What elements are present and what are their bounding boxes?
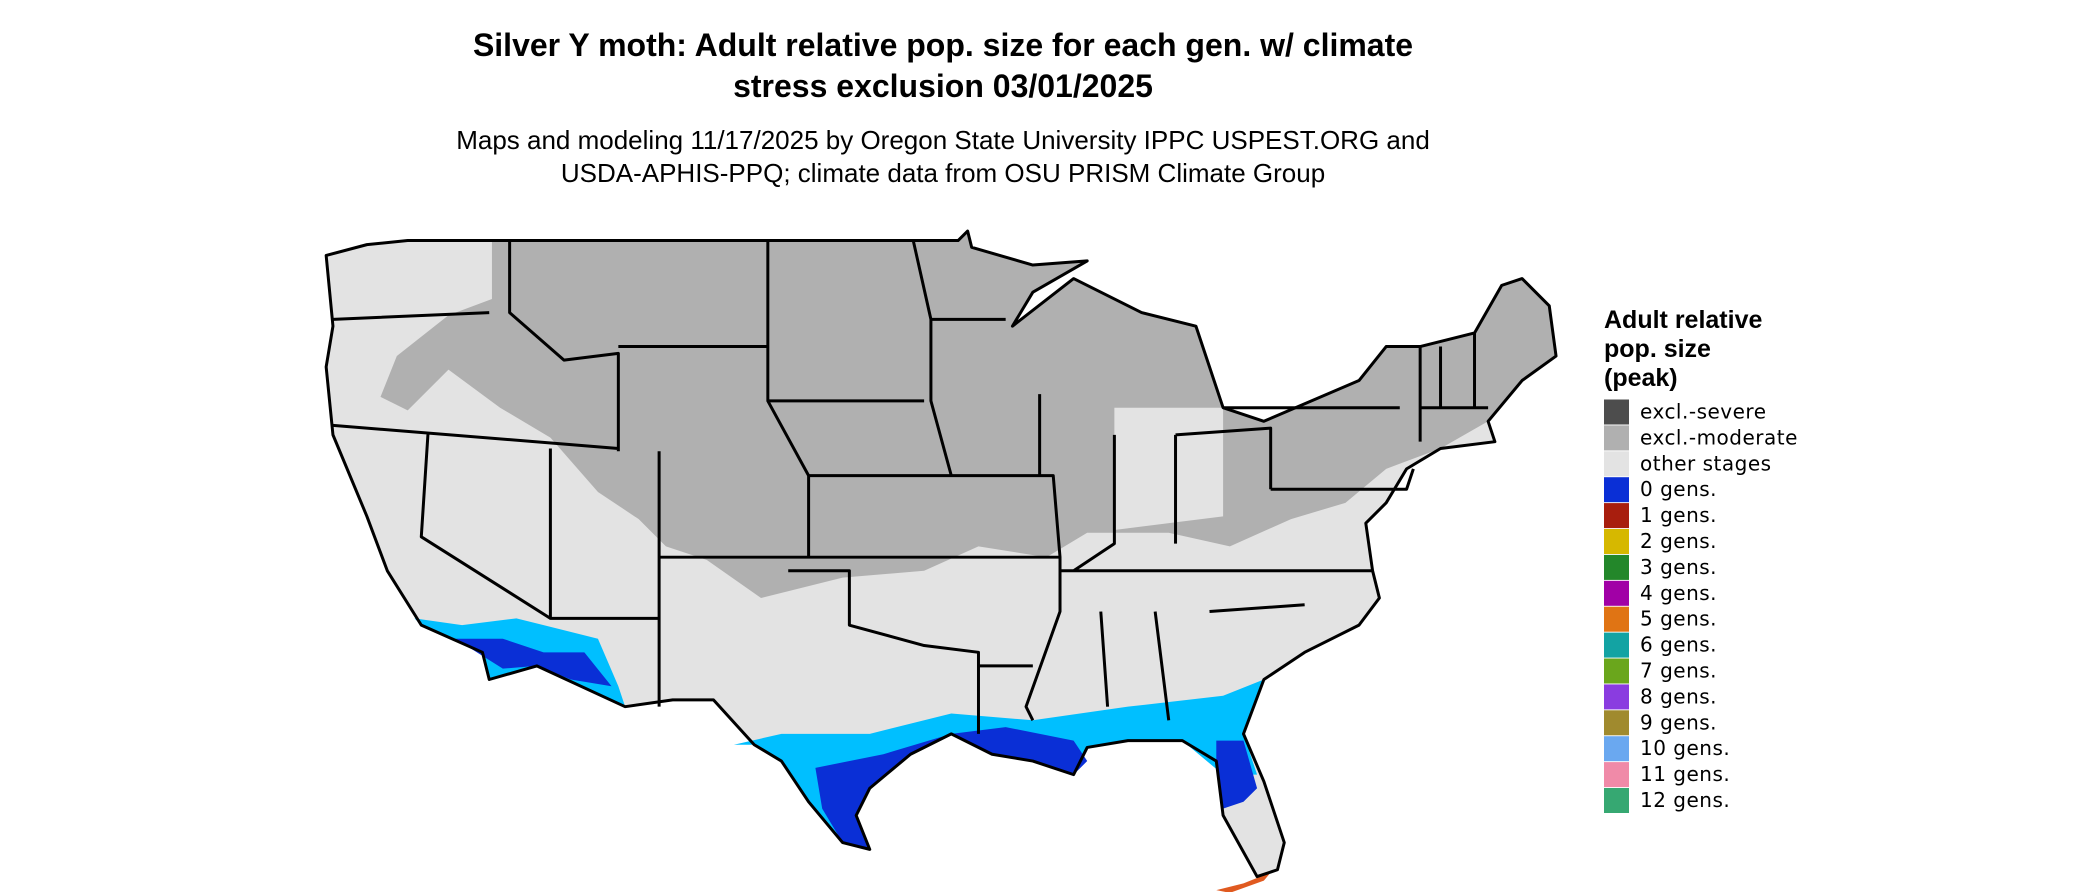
- zero-gens: [455, 638, 1258, 850]
- legend-swatch: [1604, 477, 1629, 503]
- excluded-moderate: [380, 231, 1557, 598]
- legend-swatch: [1604, 632, 1629, 658]
- legend: Adult relative pop. size (peak) excl.-se…: [1604, 306, 1798, 813]
- legend-swatch: [1604, 554, 1629, 580]
- legend-swatch: [1604, 684, 1629, 710]
- legend-label: 5 gens.: [1640, 607, 1717, 631]
- legend-swatch: [1604, 451, 1629, 477]
- legend-label: excl.-severe: [1640, 400, 1767, 424]
- legend-title: pop. size: [1604, 335, 1711, 363]
- title: stress exclusion 03/01/2025: [733, 68, 1153, 104]
- legend-swatch: [1604, 788, 1629, 813]
- legend-swatch: [1604, 736, 1629, 762]
- legend-swatch: [1604, 503, 1629, 529]
- legend-label: 7 gens.: [1640, 659, 1717, 683]
- legend-label: 12 gens.: [1640, 788, 1730, 812]
- legend-label: 6 gens.: [1640, 633, 1717, 657]
- legend-swatch: [1604, 425, 1629, 451]
- legend-title: Adult relative: [1604, 306, 1762, 334]
- keys: [1216, 872, 1271, 892]
- legend-label: 4 gens.: [1640, 581, 1717, 605]
- legend-label: other stages: [1640, 451, 1772, 475]
- legend-label: 1 gens.: [1640, 503, 1717, 527]
- legend-swatch: [1604, 580, 1629, 606]
- title: Silver Y moth: Adult relative pop. size …: [473, 27, 1413, 63]
- subtitle: USDA-APHIS-PPQ; climate data from OSU PR…: [561, 158, 1325, 188]
- legend-swatch: [1604, 658, 1629, 684]
- legend-swatch: [1604, 606, 1629, 632]
- legend-swatch: [1604, 762, 1629, 788]
- legend-swatch: [1604, 529, 1629, 554]
- legend-label: 11 gens.: [1640, 762, 1730, 786]
- state-borders: [324, 229, 1558, 879]
- legend-label: 9 gens.: [1640, 710, 1717, 734]
- other-stages-inset: [360, 241, 1224, 531]
- legend-label: 2 gens.: [1640, 529, 1717, 553]
- subtitle: Maps and modeling 11/17/2025 by Oregon S…: [456, 125, 1430, 155]
- legend-swatch: [1604, 399, 1629, 425]
- zero-gens-light: [414, 618, 1264, 850]
- legend-label: 0 gens.: [1640, 477, 1717, 501]
- legend-swatch: [1604, 710, 1629, 736]
- legend-label: 3 gens.: [1640, 555, 1717, 579]
- legend-label: 10 gens.: [1640, 736, 1730, 760]
- legend-label: 8 gens.: [1640, 684, 1717, 708]
- us-map: [324, 229, 1558, 892]
- legend-title: (peak): [1604, 364, 1678, 392]
- legend-label: excl.-moderate: [1640, 425, 1798, 449]
